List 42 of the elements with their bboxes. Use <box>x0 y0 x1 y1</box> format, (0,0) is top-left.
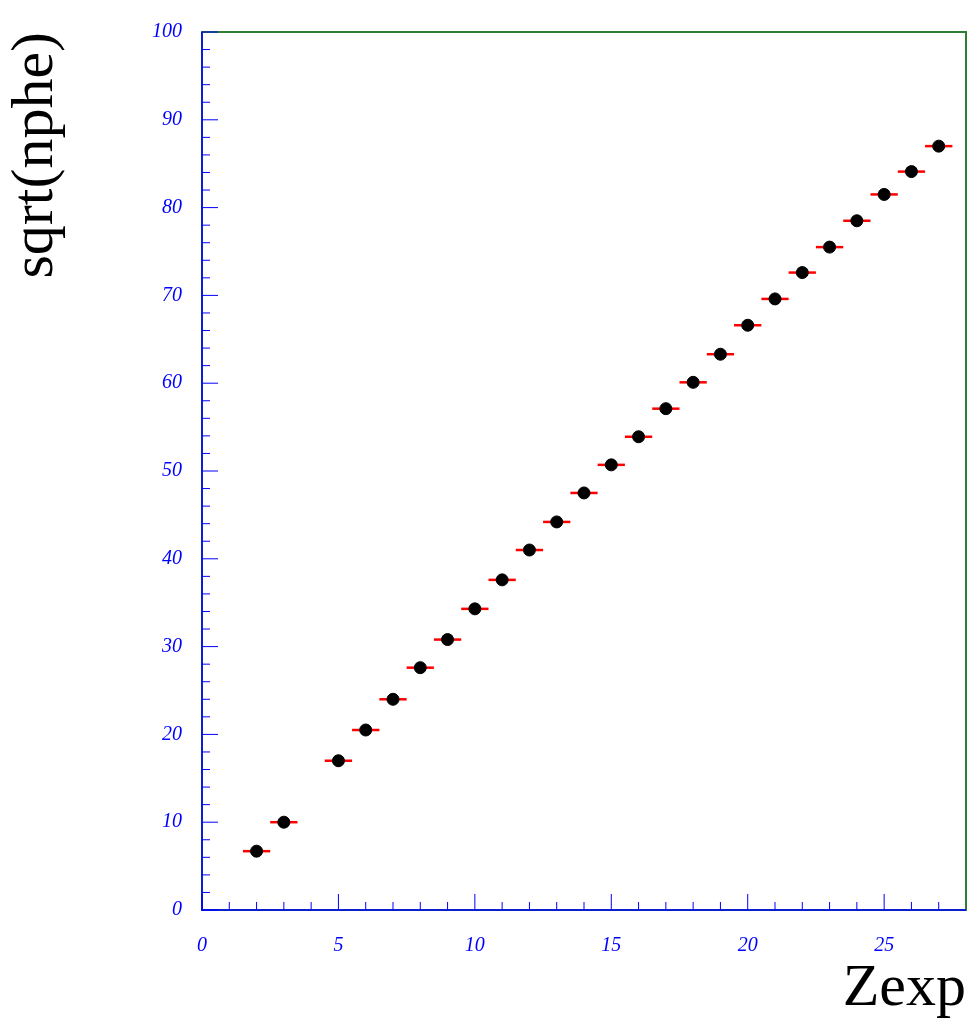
y-tick-label: 30 <box>161 633 182 656</box>
y-tick-label: 80 <box>162 194 182 217</box>
point <box>686 375 700 389</box>
x-tick-label: 15 <box>601 933 622 956</box>
point <box>795 266 809 280</box>
point <box>823 240 837 254</box>
point <box>877 187 891 201</box>
y-axis-title: sqrt(nphe) <box>0 32 65 279</box>
y-tick-label: 90 <box>162 107 182 130</box>
point <box>741 318 755 332</box>
y-tick-label: 0 <box>172 897 182 920</box>
x-tick-label: 10 <box>464 933 485 956</box>
point <box>850 214 864 228</box>
y-tick-label: 70 <box>162 282 182 305</box>
point <box>932 139 946 153</box>
point <box>768 292 782 306</box>
y-tick-label: 50 <box>162 458 182 481</box>
y-tick-label: 10 <box>162 809 182 832</box>
y-tick-label: 40 <box>162 546 182 569</box>
y-tick-label: 60 <box>162 370 182 393</box>
point <box>413 661 427 675</box>
x-tick-label: 0 <box>197 933 207 956</box>
point <box>659 402 673 416</box>
point <box>386 692 400 706</box>
point <box>713 347 727 361</box>
point <box>604 458 618 472</box>
point <box>331 754 345 768</box>
point <box>550 515 564 529</box>
point <box>468 602 482 616</box>
point <box>277 815 291 829</box>
x-tick-label: 20 <box>737 933 758 956</box>
x-tick-label: 5 <box>333 933 344 956</box>
point <box>359 723 373 737</box>
point <box>495 573 509 587</box>
y-tick-label: 100 <box>152 19 182 42</box>
point <box>250 844 264 858</box>
point <box>577 486 591 500</box>
point <box>904 165 918 179</box>
point <box>522 543 536 557</box>
y-tick-label: 20 <box>162 721 182 744</box>
point <box>632 430 646 444</box>
point <box>441 633 455 647</box>
